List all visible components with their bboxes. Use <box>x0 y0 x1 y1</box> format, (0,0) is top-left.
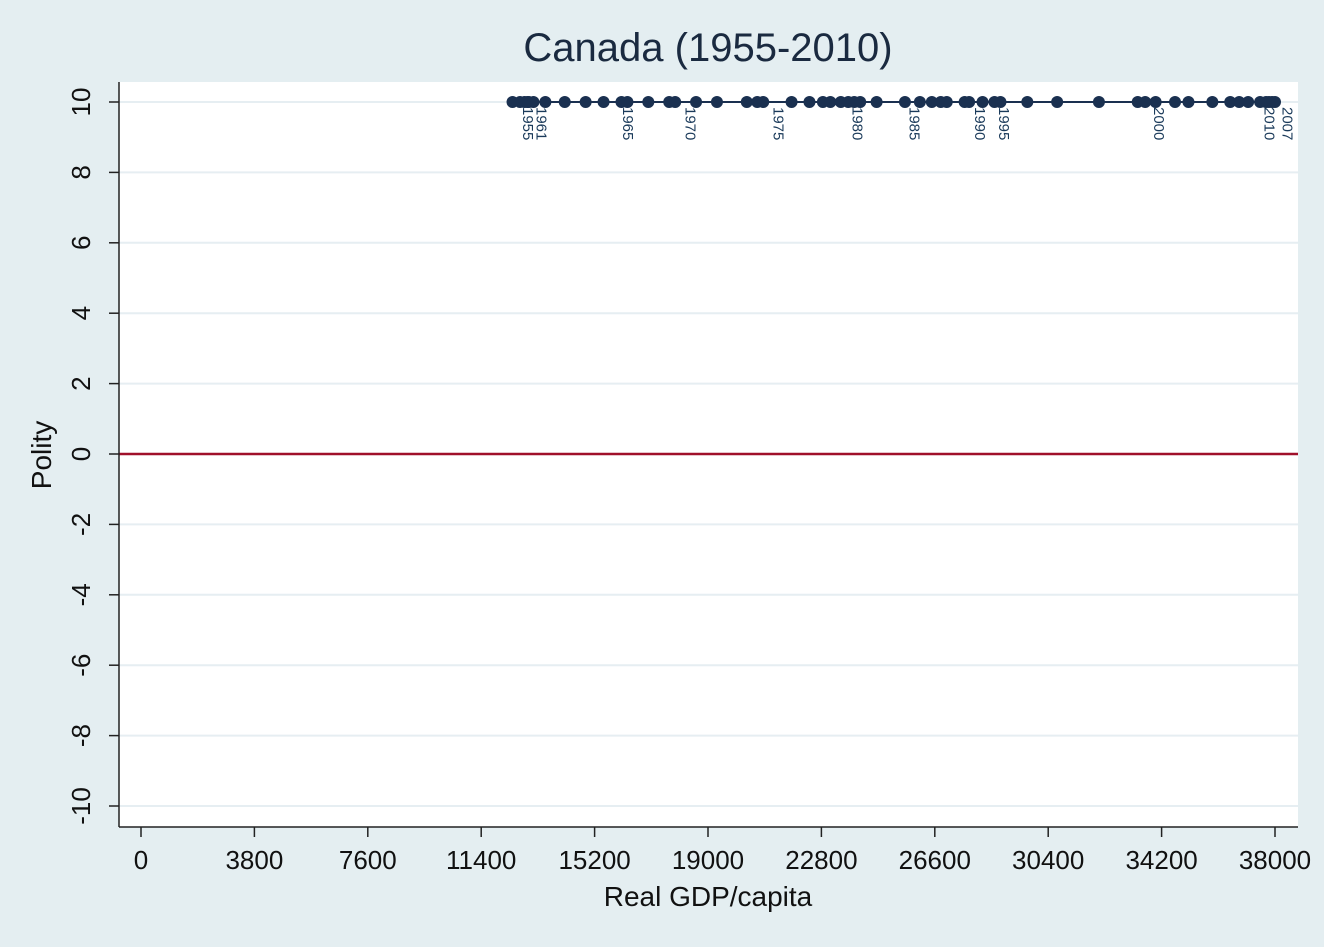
x-tick-label: 19000 <box>672 845 744 875</box>
year-label: 1970 <box>682 107 699 140</box>
data-point <box>976 96 989 108</box>
y-tick-label: 8 <box>66 165 96 179</box>
x-tick-label: 30400 <box>1012 845 1084 875</box>
data-point <box>539 96 552 108</box>
year-label: 1975 <box>770 107 787 140</box>
y-tick-label: 0 <box>66 447 96 461</box>
data-point <box>785 96 798 108</box>
x-tick-label: 0 <box>134 845 148 875</box>
data-point <box>669 96 682 108</box>
y-tick-label: 6 <box>66 236 96 250</box>
data-point <box>854 96 867 108</box>
data-point <box>1169 96 1182 108</box>
axes <box>109 82 1298 837</box>
y-tick-label: 2 <box>66 376 96 390</box>
x-tick-label: 15200 <box>558 845 630 875</box>
year-label: 2000 <box>1150 107 1167 140</box>
year-label: 1995 <box>995 107 1012 140</box>
data-point <box>690 96 703 108</box>
y-tick-labels: -10 -8 -6 -4 -2 0 2 4 6 8 10 <box>66 88 96 825</box>
data-point <box>913 96 926 108</box>
year-label: 2007 <box>1279 107 1296 140</box>
x-tick-label: 38000 <box>1239 845 1311 875</box>
year-label: 1955 <box>519 107 536 140</box>
x-tick-label: 22800 <box>785 845 857 875</box>
data-point <box>925 96 938 108</box>
year-label: 1961 <box>532 107 549 140</box>
data-point <box>757 96 770 108</box>
x-tick-label: 34200 <box>1125 845 1197 875</box>
x-tick-labels: 0 3800 7600 11400 15200 19000 22800 26600 30400 3… <box>134 845 1311 875</box>
data-point <box>579 96 592 108</box>
data-point <box>940 96 953 108</box>
data-point <box>1092 96 1105 108</box>
data-point <box>963 96 976 108</box>
year-label: 1990 <box>971 107 988 140</box>
data-point <box>740 96 753 108</box>
chart-title: Canada (1955-2010) <box>523 26 892 70</box>
y-axis-label: Polity <box>26 421 57 489</box>
data-point <box>710 96 723 108</box>
data-point <box>1051 96 1064 108</box>
year-label: 1980 <box>849 107 866 140</box>
y-tick-label: -10 <box>66 787 96 825</box>
data-point <box>1182 96 1195 108</box>
year-label: 1965 <box>619 107 636 140</box>
y-tick-label: 4 <box>66 306 96 320</box>
data-point <box>558 96 571 108</box>
y-tick-label: -8 <box>66 724 96 747</box>
data-point <box>1266 96 1279 108</box>
x-tick-label: 3800 <box>225 845 283 875</box>
y-tick-label: -6 <box>66 654 96 677</box>
data-points <box>506 96 1281 108</box>
data-point <box>1233 96 1246 108</box>
data-point <box>1206 96 1219 108</box>
y-tick-label: -4 <box>66 583 96 606</box>
data-point <box>642 96 655 108</box>
data-point <box>824 96 837 108</box>
x-tick-label: 11400 <box>446 845 516 875</box>
year-label: 2010 <box>1261 107 1278 140</box>
data-point <box>1224 96 1237 108</box>
x-tick-label: 7600 <box>339 845 397 875</box>
data-point <box>621 96 634 108</box>
x-tick-label: 26600 <box>899 845 971 875</box>
data-point <box>994 96 1007 108</box>
data-point <box>1242 96 1255 108</box>
data-point <box>803 96 816 108</box>
data-point <box>1021 96 1034 108</box>
data-point <box>1149 96 1162 108</box>
data-point <box>898 96 911 108</box>
y-tick-label: -2 <box>66 513 96 536</box>
data-point <box>527 96 540 108</box>
x-axis-label: Real GDP/capita <box>604 881 813 912</box>
y-tick-label: 10 <box>66 88 96 117</box>
data-point <box>870 96 883 108</box>
data-point <box>597 96 610 108</box>
year-label: 1985 <box>905 107 922 140</box>
data-point <box>1139 96 1152 108</box>
